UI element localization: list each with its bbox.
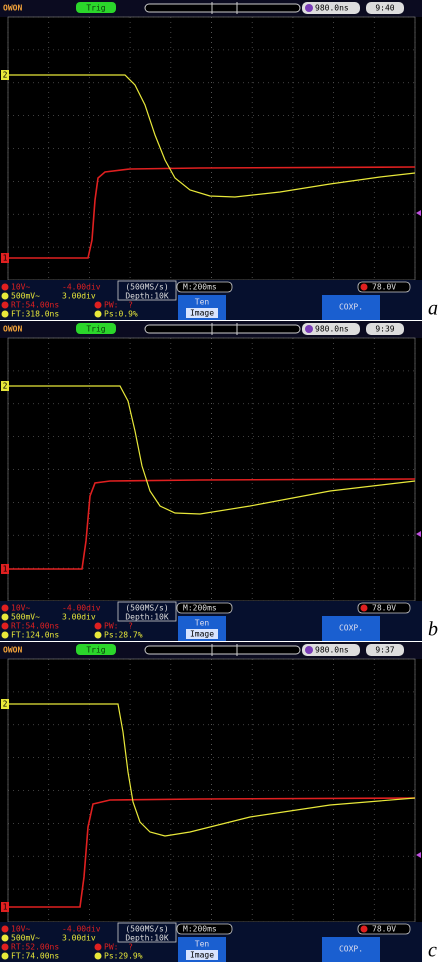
trigger-level: 78.0V [372,283,396,292]
brand: OWON [3,4,22,13]
clock: 9:37 [375,646,394,655]
m1b-dot [95,944,102,951]
measure-rt: RT:54.00ns [11,301,59,310]
ch1-scale: 10V~ [11,283,30,292]
measure-pw: PW: ? [104,301,133,310]
sample-rate: (500MS/s) [125,283,168,292]
ch1-dot [2,284,9,291]
timebase: M:200ms [183,604,217,613]
ch1-marker: 1 [3,903,8,912]
measure-ft: FT:124.0ns [11,631,59,640]
time-offset: 980.0ns [315,325,349,334]
trigger-status: Trig [86,646,105,655]
measure-ps: Ps:0.9% [104,310,138,319]
clock: 9:39 [375,325,394,334]
panel-label: b [428,619,438,641]
menu-image: Image [190,309,214,318]
m1-dot [2,302,9,309]
m1b-dot [95,623,102,630]
ch1-scale: 10V~ [11,604,30,613]
timeline [145,646,300,654]
time-offset: 980.0ns [315,4,349,13]
measure-ft: FT:74.00ns [11,952,59,961]
ch1-offset: -4.00div [62,283,101,292]
ch2-dot [2,935,9,942]
ch2-scale: 500mV~ [11,292,40,301]
menu-image: Image [190,951,214,960]
measure-rt: RT:54.00ns [11,622,59,631]
ch2-scale: 500mV~ [11,613,40,622]
trigger-level: 78.0V [372,604,396,613]
trig-dot [361,605,368,612]
ch2-dot [2,614,9,621]
figure: OWON Trig 980.0ns 9:40 2 1 10V~ -4.00div 500mV~ 3… [0,0,445,962]
ch2-marker: 2 [3,700,8,709]
ch2-dot [2,293,9,300]
menu-coxp: COXP. [339,624,363,633]
menu-ten: Ten [195,940,210,949]
timeline [145,4,300,12]
scope-panel: OWON Trig 980.0ns 9:40 2 1 10V~ -4.00div 500mV~ 3… [0,0,438,320]
brand: OWON [3,325,22,334]
trigger-status: Trig [86,325,105,334]
depth: Depth:10K [125,934,169,943]
panel-label: c [428,940,437,962]
m2-dot [2,632,9,639]
trig-dot [361,284,368,291]
ch1-marker: 1 [3,565,8,574]
trig-dot [361,926,368,933]
trigger-status: Trig [86,4,105,13]
sample-rate: (500MS/s) [125,604,168,613]
timeline [145,325,300,333]
m2b-dot [95,953,102,960]
timebase: M:200ms [183,925,217,934]
timebase: M:200ms [183,283,217,292]
scope-panel: OWON Trig 980.0ns 9:39 2 1 10V~ -4.00div 500mV~ 3… [0,321,438,641]
ch2-scale: 500mV~ [11,934,40,943]
m2b-dot [95,311,102,318]
scope-panel: OWON Trig 980.0ns 9:37 2 1 10V~ -4.00div 500mV~ 3… [0,642,437,962]
clock: 9:40 [375,4,394,13]
ch1-offset: -4.00div [62,925,101,934]
ch2-offset: 3.00div [62,292,96,301]
ch1-marker: 1 [3,254,8,263]
ch1-scale: 10V~ [11,925,30,934]
ch2-offset: 3.00div [62,934,96,943]
ch1-dot [2,926,9,933]
measure-pw: PW: ? [104,943,133,952]
sample-rate: (500MS/s) [125,925,168,934]
m1-dot [2,944,9,951]
m1b-dot [95,302,102,309]
trigger-level: 78.0V [372,925,396,934]
menu-ten: Ten [195,619,210,628]
ch2-marker: 2 [3,71,8,80]
measure-ft: FT:318.0ns [11,310,59,319]
measure-ps: Ps:28.7% [104,631,143,640]
m2-dot [2,311,9,318]
ch2-offset: 3.00div [62,613,96,622]
depth: Depth:10K [125,613,169,622]
offset-icon [305,646,313,654]
m2b-dot [95,632,102,639]
measure-ps: Ps:29.9% [104,952,143,961]
time-offset: 980.0ns [315,646,349,655]
measure-rt: RT:52.00ns [11,943,59,952]
menu-coxp: COXP. [339,303,363,312]
m1-dot [2,623,9,630]
ch2-marker: 2 [3,382,8,391]
brand: OWON [3,646,22,655]
panel-label: a [428,298,438,320]
measure-pw: PW: ? [104,622,133,631]
menu-coxp: COXP. [339,945,363,954]
ch1-dot [2,605,9,612]
m2-dot [2,953,9,960]
menu-ten: Ten [195,298,210,307]
offset-icon [305,325,313,333]
depth: Depth:10K [125,292,169,301]
ch1-offset: -4.00div [62,604,101,613]
offset-icon [305,4,313,12]
menu-image: Image [190,630,214,639]
